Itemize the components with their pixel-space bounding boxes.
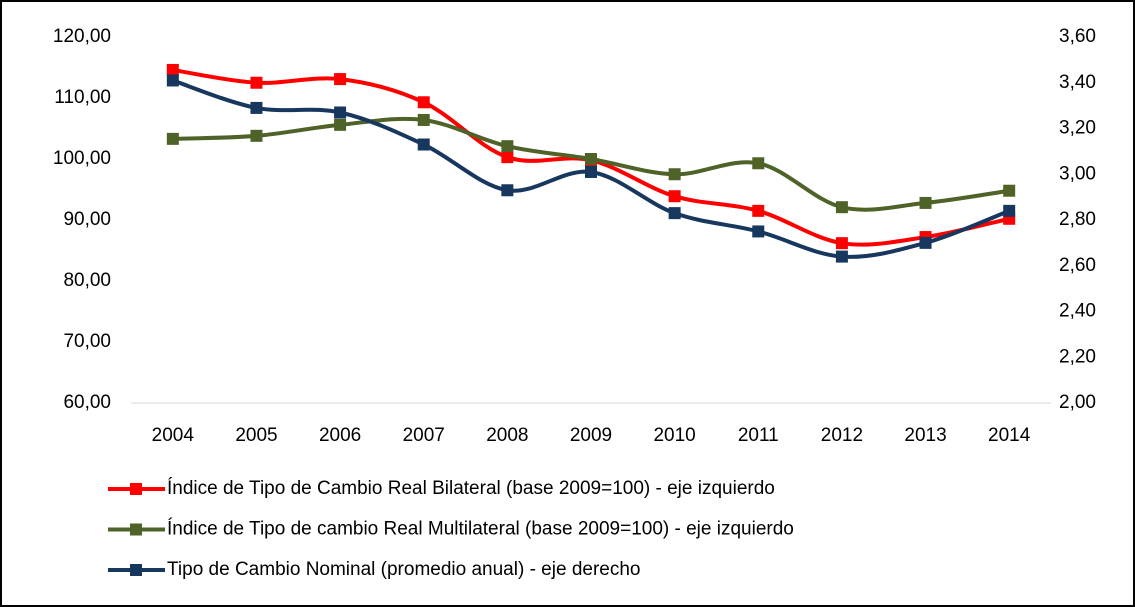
x-tick-label: 2007	[403, 425, 445, 446]
y2-tick-label: 2,80	[1059, 209, 1096, 230]
point-marker	[835, 201, 848, 214]
point-marker	[501, 140, 514, 153]
y2-tick-label: 3,20	[1059, 118, 1096, 139]
y2-tick-label: 2,00	[1059, 392, 1096, 413]
y-tick-label: 70,00	[63, 331, 111, 352]
y-tick-label: 120,00	[53, 26, 111, 47]
point-marker	[250, 129, 263, 142]
point-marker	[668, 207, 681, 220]
point-marker	[919, 196, 932, 209]
legend-label: Índice de Tipo de cambio Real Multilater…	[167, 519, 794, 540]
y-tick-label: 100,00	[53, 148, 111, 169]
x-tick-label: 2011	[738, 425, 779, 446]
y-tick-label: 60,00	[63, 392, 111, 413]
point-marker	[166, 74, 179, 87]
point-marker	[417, 138, 430, 151]
point-marker	[752, 204, 765, 217]
point-marker	[334, 118, 347, 131]
point-marker	[250, 101, 263, 114]
x-tick-label: 2008	[486, 425, 528, 446]
y2-tick-label: 3,60	[1059, 26, 1096, 47]
y2-tick-label: 3,40	[1059, 72, 1096, 93]
point-marker	[1003, 184, 1016, 197]
point-marker	[166, 63, 179, 76]
y2-tick-label: 2,60	[1059, 255, 1096, 276]
point-marker	[501, 151, 514, 164]
point-marker	[585, 165, 597, 178]
point-marker	[752, 157, 765, 170]
x-tick-label: 2012	[821, 425, 863, 446]
point-marker	[166, 132, 179, 145]
point-marker	[250, 76, 263, 89]
x-tick-label: 2014	[988, 425, 1031, 446]
x-tick-label: 2004	[152, 425, 195, 446]
point-marker	[585, 153, 597, 165]
y-tick-label: 90,00	[63, 209, 111, 230]
x-tick-label: 2006	[319, 425, 361, 446]
legend-marker	[130, 523, 142, 536]
point-marker	[334, 106, 347, 119]
point-marker	[919, 236, 932, 249]
point-marker	[417, 96, 430, 109]
point-marker	[835, 250, 848, 263]
point-marker	[501, 184, 514, 197]
x-tick-label: 2013	[904, 425, 946, 446]
point-marker	[1003, 204, 1016, 217]
x-tick-label: 2005	[235, 425, 277, 446]
y2-tick-label: 3,00	[1059, 163, 1096, 184]
legend-marker	[130, 564, 142, 576]
point-marker	[334, 73, 347, 86]
y2-tick-label: 2,40	[1059, 301, 1096, 322]
legend-label: Tipo de Cambio Nominal (promedio anual) …	[167, 559, 640, 580]
x-tick-label: 2010	[653, 425, 695, 446]
y-tick-label: 80,00	[63, 270, 111, 291]
y-tick-label: 110,00	[54, 87, 111, 108]
y2-tick-label: 2,20	[1059, 346, 1096, 367]
point-marker	[668, 190, 681, 203]
point-marker	[417, 113, 430, 126]
point-marker	[752, 225, 765, 238]
legend-marker	[130, 483, 142, 495]
point-marker	[835, 237, 848, 250]
point-marker	[668, 168, 681, 181]
legend-label: Índice de Tipo de Cambio Real Bilateral …	[167, 478, 775, 499]
x-tick-label: 2009	[570, 425, 612, 446]
